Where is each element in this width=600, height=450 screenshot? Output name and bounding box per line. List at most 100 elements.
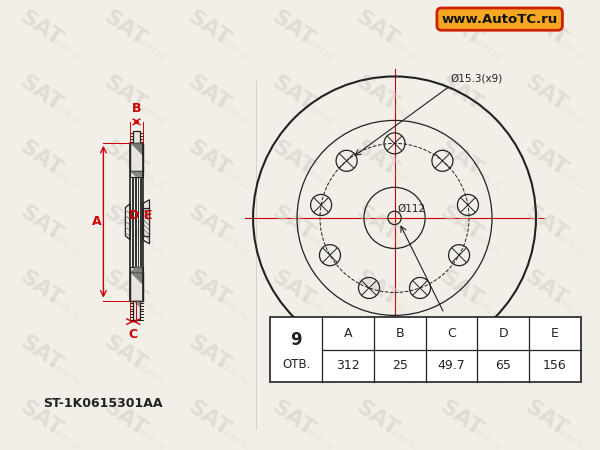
Text: SAT: SAT (521, 202, 571, 245)
Text: autotc.ru: autotc.ru (300, 34, 334, 62)
Text: autotc.ru: autotc.ru (216, 294, 250, 321)
Text: SAT: SAT (184, 72, 234, 115)
Text: autotc.ru: autotc.ru (469, 229, 502, 256)
Text: SAT: SAT (16, 397, 66, 440)
Text: B: B (132, 102, 141, 115)
Text: autotc.ru: autotc.ru (132, 164, 166, 192)
Text: A: A (344, 327, 352, 340)
Text: SAT: SAT (437, 72, 487, 115)
Text: SAT: SAT (184, 397, 234, 440)
Text: SAT: SAT (100, 202, 150, 245)
Text: E: E (143, 209, 152, 221)
Text: autotc.ru: autotc.ru (384, 34, 418, 62)
Text: autotc.ru: autotc.ru (300, 229, 334, 256)
Text: autotc.ru: autotc.ru (48, 424, 82, 450)
Polygon shape (130, 143, 143, 171)
Text: autotc.ru: autotc.ru (132, 424, 166, 450)
Text: autotc.ru: autotc.ru (553, 294, 586, 321)
Text: autotc.ru: autotc.ru (132, 34, 166, 62)
Text: SAT: SAT (437, 7, 487, 50)
Text: SAT: SAT (352, 72, 402, 115)
Text: autotc.ru: autotc.ru (48, 164, 82, 192)
Text: SAT: SAT (352, 202, 402, 245)
Text: C: C (129, 328, 138, 341)
Text: SAT: SAT (184, 267, 234, 310)
Text: autotc.ru: autotc.ru (384, 164, 418, 192)
Text: SAT: SAT (184, 202, 234, 245)
Text: SAT: SAT (437, 202, 487, 245)
Text: 65: 65 (496, 359, 511, 372)
Text: autotc.ru: autotc.ru (300, 164, 334, 192)
Polygon shape (133, 131, 140, 143)
Text: SAT: SAT (521, 7, 571, 50)
Text: autotc.ru: autotc.ru (300, 294, 334, 321)
Text: autotc.ru: autotc.ru (384, 99, 418, 126)
Text: autotc.ru: autotc.ru (216, 164, 250, 192)
Text: SAT: SAT (437, 332, 487, 375)
Text: autotc.ru: autotc.ru (300, 359, 334, 387)
Text: SAT: SAT (521, 72, 571, 115)
Text: SAT: SAT (521, 137, 571, 180)
Text: ОТВ.: ОТВ. (282, 358, 310, 371)
Text: autotc.ru: autotc.ru (553, 359, 586, 387)
Text: autotc.ru: autotc.ru (300, 99, 334, 126)
Text: SAT: SAT (352, 7, 402, 50)
Text: SAT: SAT (16, 202, 66, 245)
Text: autotc.ru: autotc.ru (553, 164, 586, 192)
Text: SAT: SAT (184, 332, 234, 375)
Text: SAT: SAT (100, 397, 150, 440)
Text: SAT: SAT (352, 267, 402, 310)
Text: autotc.ru: autotc.ru (384, 359, 418, 387)
Polygon shape (143, 207, 149, 236)
Text: SAT: SAT (268, 72, 318, 115)
Text: C: C (447, 327, 456, 340)
Text: SAT: SAT (100, 332, 150, 375)
Text: Ø6.6: Ø6.6 (444, 316, 469, 326)
Text: SAT: SAT (16, 72, 66, 115)
Text: SAT: SAT (184, 137, 234, 180)
Text: SAT: SAT (268, 7, 318, 50)
Text: autotc.ru: autotc.ru (216, 229, 250, 256)
Text: autotc.ru: autotc.ru (132, 294, 166, 321)
Text: autotc.ru: autotc.ru (469, 294, 502, 321)
Text: autotc.ru: autotc.ru (553, 99, 586, 126)
Text: Ø15.3(x9): Ø15.3(x9) (450, 73, 502, 83)
Text: SAT: SAT (184, 7, 234, 50)
Text: SAT: SAT (16, 267, 66, 310)
Text: autotc.ru: autotc.ru (384, 424, 418, 450)
Text: 9: 9 (290, 331, 302, 349)
Text: autotc.ru: autotc.ru (384, 294, 418, 321)
Text: 49.7: 49.7 (437, 359, 466, 372)
Text: SAT: SAT (521, 267, 571, 310)
Text: autotc.ru: autotc.ru (469, 99, 502, 126)
Text: SAT: SAT (437, 267, 487, 310)
Text: autotc.ru: autotc.ru (553, 229, 586, 256)
Text: autotc.ru: autotc.ru (132, 359, 166, 387)
Text: autotc.ru: autotc.ru (48, 99, 82, 126)
Text: SAT: SAT (352, 397, 402, 440)
Text: autotc.ru: autotc.ru (48, 229, 82, 256)
Text: SAT: SAT (100, 137, 150, 180)
Text: Ø112: Ø112 (397, 204, 425, 214)
Text: D: D (499, 327, 508, 340)
Text: SAT: SAT (268, 267, 318, 310)
Text: SAT: SAT (268, 332, 318, 375)
Text: SAT: SAT (16, 7, 66, 50)
Text: SAT: SAT (352, 137, 402, 180)
Text: SAT: SAT (16, 137, 66, 180)
Text: autotc.ru: autotc.ru (132, 229, 166, 256)
Text: autotc.ru: autotc.ru (469, 164, 502, 192)
Text: autotc.ru: autotc.ru (216, 34, 250, 62)
Text: autotc.ru: autotc.ru (553, 34, 586, 62)
Text: autotc.ru: autotc.ru (216, 99, 250, 126)
Text: autotc.ru: autotc.ru (469, 34, 502, 62)
Text: SAT: SAT (268, 137, 318, 180)
Text: 156: 156 (543, 359, 567, 372)
Text: SAT: SAT (100, 72, 150, 115)
Text: autotc.ru: autotc.ru (48, 34, 82, 62)
Text: autotc.ru: autotc.ru (384, 229, 418, 256)
Text: A: A (92, 215, 101, 228)
Polygon shape (143, 200, 149, 244)
Text: SAT: SAT (521, 332, 571, 375)
Text: autotc.ru: autotc.ru (216, 424, 250, 450)
